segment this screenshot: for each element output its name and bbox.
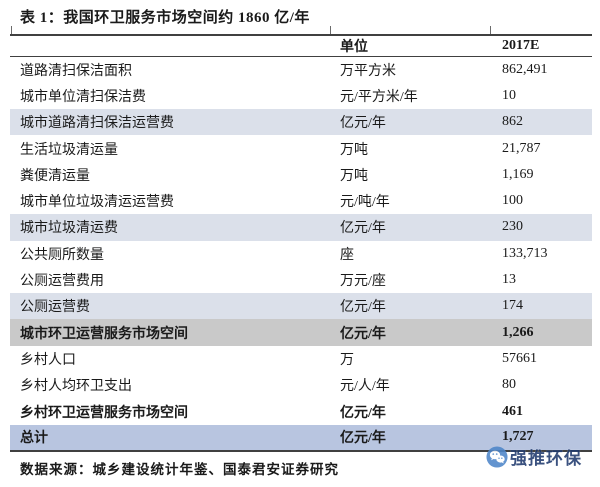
- row-label: 城市垃圾清运费: [10, 214, 330, 241]
- table-row: 公厕运营费 亿元/年 174: [10, 293, 592, 320]
- table-row: 乡村人均环卫支出 元/人/年 80: [10, 372, 592, 398]
- col-header-unit: 单位: [330, 35, 490, 57]
- column-divider-tick: [490, 26, 491, 35]
- row-unit: 亿元/年: [330, 424, 490, 451]
- row-value: 133,713: [502, 245, 548, 261]
- table-row: 城市垃圾清运费 亿元/年 230: [10, 214, 592, 241]
- row-value: 1,169: [502, 166, 534, 182]
- row-label: 道路清扫保洁面积: [20, 63, 132, 79]
- row-label: 乡村人口: [20, 352, 76, 368]
- row-unit: 元/人/年: [340, 379, 390, 395]
- row-label: 公厕运营费: [10, 293, 330, 320]
- table-header-row: 单位 2017E: [10, 35, 592, 57]
- row-value: 1,727: [490, 424, 592, 451]
- row-label: 生活垃圾清运量: [20, 142, 118, 158]
- row-label: 公厕运营费用: [20, 274, 104, 290]
- table-row: 总计 亿元/年 1,727: [10, 424, 592, 451]
- row-label: 乡村环卫运营服务市场空间: [20, 405, 188, 421]
- row-value: 13: [502, 272, 516, 288]
- data-source-note: 数据来源：城乡建设统计年鉴、国泰君安证券研究: [20, 462, 339, 477]
- row-unit: 亿元/年: [340, 405, 386, 421]
- col-header-2017e: 2017E: [490, 35, 592, 57]
- row-value: 230: [490, 214, 592, 241]
- row-value: 100: [502, 193, 523, 209]
- row-label: 城市单位垃圾清运运营费: [20, 195, 174, 211]
- row-unit: 万吨: [340, 142, 368, 158]
- table-row: 公共厕所数量 座 133,713: [10, 241, 592, 267]
- row-value: 461: [502, 403, 523, 419]
- table-row: 城市单位清扫保洁费 元/平方米/年 10: [10, 83, 592, 109]
- col-header-item: [10, 35, 330, 57]
- row-value: 21,787: [502, 140, 541, 156]
- row-unit: 万平方米: [340, 63, 396, 79]
- row-label: 总计: [10, 424, 330, 451]
- table-row: 乡村环卫运营服务市场空间 亿元/年 461: [10, 398, 592, 424]
- table-row: 城市道路清扫保洁运营费 亿元/年 862: [10, 109, 592, 136]
- table-row: 城市单位垃圾清运运营费 元/吨/年 100: [10, 188, 592, 214]
- row-unit: 元/吨/年: [340, 195, 390, 211]
- row-value: 174: [490, 293, 592, 320]
- row-unit: 亿元/年: [330, 319, 490, 346]
- row-value: 862: [490, 109, 592, 136]
- row-label: 城市道路清扫保洁运营费: [10, 109, 330, 136]
- row-unit: 亿元/年: [330, 109, 490, 136]
- row-label: 公共厕所数量: [20, 247, 104, 263]
- row-label: 城市单位清扫保洁费: [20, 89, 146, 105]
- table-row: 道路清扫保洁面积 万平方米 862,491: [10, 57, 592, 83]
- row-label: 乡村人均环卫支出: [20, 379, 132, 395]
- row-label: 粪便清运量: [20, 168, 90, 184]
- table-row: 生活垃圾清运量 万吨 21,787: [10, 135, 592, 161]
- row-value: 10: [502, 87, 516, 103]
- row-unit: 万: [340, 352, 354, 368]
- column-divider-tick: [11, 26, 12, 35]
- row-label: 城市环卫运营服务市场空间: [10, 319, 330, 346]
- table-row: 城市环卫运营服务市场空间 亿元/年 1,266: [10, 319, 592, 346]
- row-value: 57661: [502, 350, 537, 366]
- row-unit: 座: [340, 247, 354, 263]
- row-unit: 元/平方米/年: [340, 89, 418, 105]
- row-unit: 万吨: [340, 168, 368, 184]
- row-value: 1,266: [490, 319, 592, 346]
- table-title: 表 1：我国环卫服务市场空间约 1860 亿/年: [20, 10, 310, 26]
- column-divider-tick: [330, 26, 331, 35]
- table-row: 公厕运营费用 万元/座 13: [10, 267, 592, 293]
- row-unit: 万元/座: [340, 274, 386, 290]
- table-row: 乡村人口 万 57661: [10, 346, 592, 372]
- row-value: 80: [502, 377, 516, 393]
- market-space-table: 单位 2017E 道路清扫保洁面积 万平方米 862,491 城市单位清扫保洁费 元/平…: [10, 34, 592, 452]
- table-row: 粪便清运量 万吨 1,169: [10, 162, 592, 188]
- row-unit: 亿元/年: [330, 214, 490, 241]
- row-value: 862,491: [502, 61, 548, 77]
- row-unit: 亿元/年: [330, 293, 490, 320]
